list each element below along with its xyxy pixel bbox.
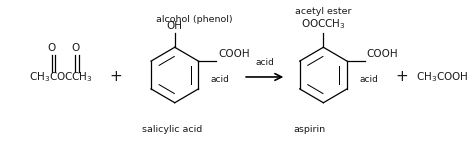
Text: acid: acid (359, 75, 378, 84)
Text: OH: OH (167, 21, 183, 31)
Text: acetyl ester: acetyl ester (295, 7, 352, 16)
Text: salicylic acid: salicylic acid (142, 125, 202, 134)
Text: OOCCH$_3$: OOCCH$_3$ (301, 18, 346, 31)
Text: aspirin: aspirin (293, 125, 326, 134)
Text: +: + (395, 69, 408, 84)
Text: O: O (71, 43, 79, 53)
Text: COOH: COOH (218, 49, 250, 59)
Text: acid: acid (255, 58, 274, 67)
Text: COOH: COOH (366, 49, 398, 59)
Text: +: + (109, 69, 122, 84)
Text: CH$_3$COCCH$_3$: CH$_3$COCCH$_3$ (29, 70, 93, 84)
Text: acid: acid (210, 75, 229, 84)
Text: CH$_3$COOH: CH$_3$COOH (417, 70, 469, 84)
Text: O: O (47, 43, 55, 53)
Text: alcohol (phenol): alcohol (phenol) (156, 15, 233, 24)
